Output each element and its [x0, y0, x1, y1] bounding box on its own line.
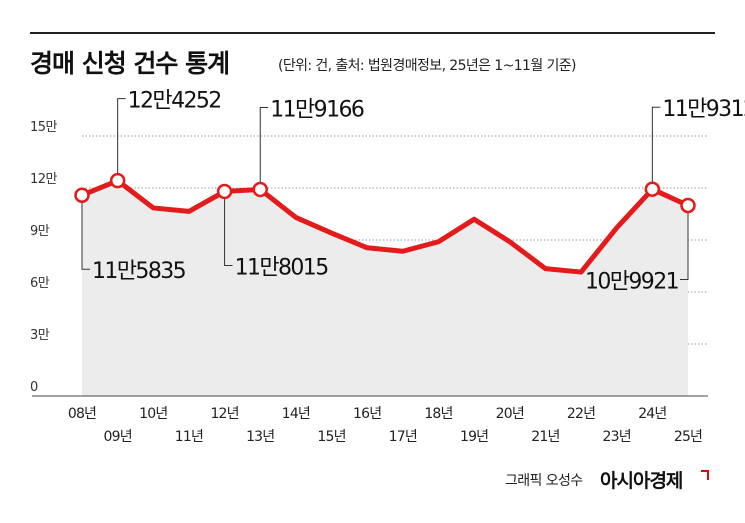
x-tick-label-15: 23년 — [603, 429, 631, 445]
series-polyline — [79, 178, 691, 275]
x-tick-label-4: 12년 — [210, 406, 238, 422]
annotation-leaders — [81, 98, 689, 280]
y-tick-label-2: 6만 — [30, 276, 50, 291]
area-fill — [82, 180, 688, 396]
annotated-points — [74, 172, 696, 214]
x-tick-label-12: 20년 — [496, 406, 524, 422]
data-label-16: 11만9312 — [662, 97, 745, 122]
brand-mark-icon — [701, 470, 709, 480]
graphic-credit: 그래픽 오성수 — [505, 473, 583, 489]
annotation-labels: 11만5835 12만4252 11만8015 11만9166 11만9312 10만99… — [92, 89, 745, 295]
data-point-1 — [109, 172, 126, 189]
y-tick-label-3: 9만 — [30, 224, 50, 239]
annotation-leader-4 — [651, 106, 661, 190]
x-tick-label-8: 16년 — [353, 406, 381, 422]
annotation-leader-2 — [224, 191, 233, 266]
x-tick-label-7: 15년 — [317, 429, 345, 445]
series-line — [79, 178, 691, 275]
x-tick-label-17: 25년 — [674, 429, 702, 445]
x-axis: 08년 09년 10년 11년 12년 13년 14년 15년 16년 17년 18년 19년 20년 2… — [32, 395, 708, 445]
x-tick-label-9: 17년 — [389, 429, 417, 445]
annotation-leader-5 — [680, 205, 689, 280]
chart-subtitle: (단위: 건, 출처: 법원경매정보, 25년은 1~11월 기준) — [278, 58, 577, 74]
y-tick-label-5: 15만 — [30, 120, 58, 135]
data-point-17 — [680, 197, 696, 214]
x-tick-label-0: 08년 — [68, 406, 96, 422]
x-tick-label-1: 09년 — [103, 429, 131, 445]
x-tick-label-14: 22년 — [567, 406, 595, 422]
x-tick-label-11: 19년 — [460, 429, 488, 445]
data-label-5: 11만9166 — [270, 97, 364, 122]
y-tick-label-0: 0 — [30, 380, 38, 395]
y-tick-label-4: 12만 — [30, 172, 58, 187]
y-tick-label-1: 3만 — [30, 328, 50, 343]
x-tick-label-5: 13년 — [246, 429, 274, 445]
data-label-17: 10만9921 — [585, 269, 678, 294]
data-label-1: 12만4252 — [128, 89, 221, 114]
chart-title: 경매 신청 건수 통계 — [30, 49, 230, 78]
top-rule — [30, 32, 715, 34]
x-tick-label-6: 14년 — [282, 406, 310, 422]
annotation-leader-1 — [117, 98, 126, 181]
x-tick-label-2: 10년 — [139, 406, 167, 422]
data-point-5 — [252, 181, 268, 198]
data-point-16 — [644, 181, 661, 197]
brand-logo: 아시아경제 — [600, 470, 683, 492]
y-axis: 0 3만 6만 9만 12만 15만 — [30, 120, 58, 395]
x-tick-label-3: 11년 — [175, 429, 203, 445]
annotation-leader-0 — [81, 195, 90, 270]
data-label-4: 11만8015 — [235, 255, 329, 280]
annotation-leader-3 — [259, 106, 269, 190]
x-tick-label-13: 21년 — [531, 429, 559, 445]
x-tick-label-16: 24년 — [638, 406, 666, 422]
data-point-0 — [74, 187, 90, 203]
x-tick-label-10: 18년 — [424, 406, 452, 422]
data-label-0: 11만5835 — [92, 259, 186, 284]
area-shape — [82, 180, 688, 396]
data-point-4 — [216, 183, 233, 200]
